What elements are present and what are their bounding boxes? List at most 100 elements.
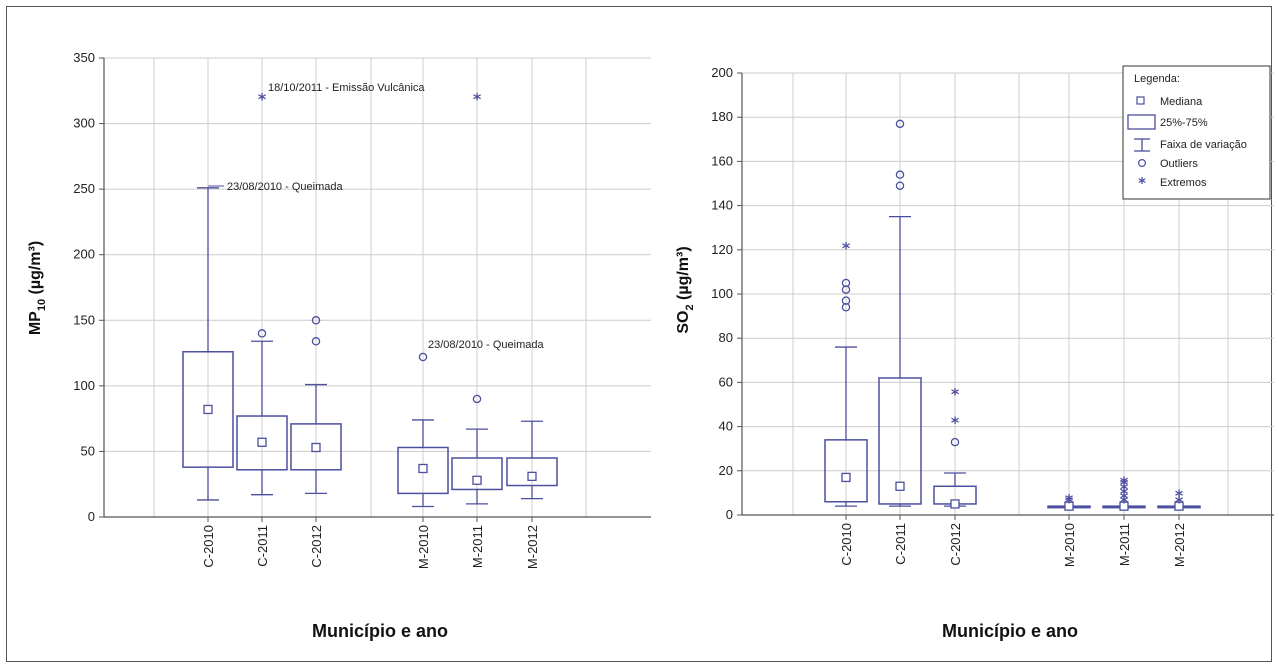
extreme-point: *	[1120, 488, 1129, 507]
legend-item-label: Mediana	[1160, 96, 1203, 108]
median-marker	[527, 471, 537, 481]
y-tick-label: 250	[73, 181, 95, 196]
x-axis-title: Município e ano	[942, 621, 1078, 641]
extreme-point: *	[473, 90, 482, 109]
y-tick-label: 60	[719, 374, 733, 389]
median-marker	[472, 475, 482, 485]
iqr-box	[824, 439, 868, 503]
y-tick-label: 100	[711, 286, 733, 301]
x-tick-label: M-2012	[525, 525, 540, 569]
y-tick-label: 160	[711, 153, 733, 168]
iqr-box	[506, 457, 558, 487]
extreme-point: *	[1175, 493, 1184, 512]
x-tick-label: C-2011	[893, 523, 908, 565]
x-tick-label: M-2012	[1172, 523, 1187, 567]
legend-outlier-symbol	[1137, 159, 1146, 168]
y-axis-title-main: SO	[675, 311, 692, 334]
x-tick-label: M-2011	[470, 525, 485, 568]
median-marker	[1119, 501, 1129, 511]
y-tick-label: 200	[73, 247, 95, 262]
y-tick-label: 0	[726, 507, 733, 522]
outlier-point	[311, 337, 321, 346]
median-marker	[841, 472, 851, 483]
iqr-box	[451, 457, 503, 491]
x-tick-label: M-2010	[1062, 523, 1077, 567]
chart-panel-2: 0 20 40 60 80 100 120 140 160 180 200 C-2010 C-2011 C…	[675, 65, 1274, 641]
extreme-point: *	[1065, 493, 1074, 512]
box-C-2012	[290, 316, 342, 495]
legend-box	[1122, 65, 1271, 200]
box-C-2010: *	[824, 239, 868, 507]
extreme-point: *	[951, 413, 960, 432]
iqr-box	[236, 415, 288, 471]
box-M-2010: **	[1047, 491, 1091, 512]
iqr-box	[182, 351, 234, 468]
outlier-point	[895, 181, 905, 190]
x-tick-label: C-2012	[948, 523, 963, 566]
extreme-point: *	[1175, 486, 1184, 505]
box-M-2011: ******	[1102, 473, 1146, 512]
extreme-point: *	[951, 384, 960, 403]
x-tick-label: C-2010	[201, 525, 216, 568]
legend-item-label: Faixa de variação	[1160, 139, 1247, 151]
iqr-box	[290, 423, 342, 471]
y-tick-label: 40	[719, 419, 733, 434]
y-tick-label: 180	[711, 109, 733, 124]
box-M-2011: *	[451, 90, 503, 505]
extreme-point: *	[1120, 475, 1129, 494]
box-C-2012: **	[933, 384, 977, 509]
legend-box-symbol	[1127, 114, 1156, 130]
outlier-point	[895, 119, 905, 129]
figure-frame	[6, 6, 1272, 662]
median-marker	[1174, 501, 1184, 511]
y-axis-title-unit: (µg/m³)	[675, 246, 692, 304]
x-tick-label: C-2012	[309, 525, 324, 568]
y-axis-title-unit: (µg/m³)	[27, 241, 44, 299]
y-tick-label: 200	[711, 65, 733, 80]
box-C-2010	[182, 187, 234, 501]
x-axis-title: Município e ano	[312, 621, 448, 641]
y-axis-title-main: MP	[27, 311, 44, 335]
median-marker	[895, 481, 905, 491]
x-tick-label: C-2011	[255, 525, 270, 567]
chart-panel-1: 0 50 100 150 200 250 300 350 C-2010 C-2011 C-2012 M…	[27, 50, 651, 641]
y-tick-label: 120	[711, 242, 733, 257]
annotation-label: 23/08/2010 - Queimada	[428, 339, 544, 351]
y-axis-title: SO2 (µg/m³)	[675, 246, 696, 333]
y-tick-label: 0	[88, 509, 95, 524]
legend-title: Legenda:	[1134, 73, 1180, 85]
extreme-point: *	[258, 90, 267, 109]
x-tick-label: C-2010	[839, 523, 854, 566]
outlier-point	[472, 394, 482, 404]
annotation-label: 18/10/2011 - Emissão Vulcânica	[268, 82, 425, 94]
y-tick-label: 100	[73, 378, 95, 393]
y-tick-label: 150	[73, 312, 95, 327]
extreme-point: *	[1065, 491, 1074, 510]
iqr-box	[878, 377, 922, 505]
box-C-2011: *	[236, 90, 288, 496]
box-C-2011	[878, 119, 922, 507]
x-tick-label: M-2010	[416, 525, 431, 569]
outlier-point	[257, 329, 267, 338]
y-axis-title: MP10 (µg/m³)	[27, 241, 48, 335]
legend-item-label: 25%-75%	[1160, 117, 1208, 129]
y-tick-label: 140	[711, 198, 733, 213]
outlier-point	[841, 296, 851, 305]
extreme-point: *	[1120, 473, 1129, 492]
y-tick-label: 300	[73, 116, 95, 131]
extreme-point: *	[1120, 484, 1129, 503]
x-tick-label: M-2011	[1117, 523, 1132, 566]
y-tick-label: 50	[81, 443, 95, 458]
legend-item-label: Extremos	[1160, 177, 1207, 189]
extreme-point: *	[1120, 493, 1129, 512]
annotation-label: 23/08/2010 - Queimada	[227, 181, 343, 193]
y-axis-title-sub: 10	[36, 299, 48, 311]
outlier-point	[950, 437, 960, 447]
legend-median-symbol	[1136, 96, 1145, 105]
y-tick-label: 20	[719, 463, 733, 478]
box-M-2010	[397, 352, 449, 508]
extreme-point: *	[1120, 479, 1129, 498]
legend: Legenda: Mediana 25%-75% Faixa de variação O…	[1122, 65, 1271, 200]
median-marker	[203, 404, 213, 415]
outlier-point	[841, 278, 851, 288]
